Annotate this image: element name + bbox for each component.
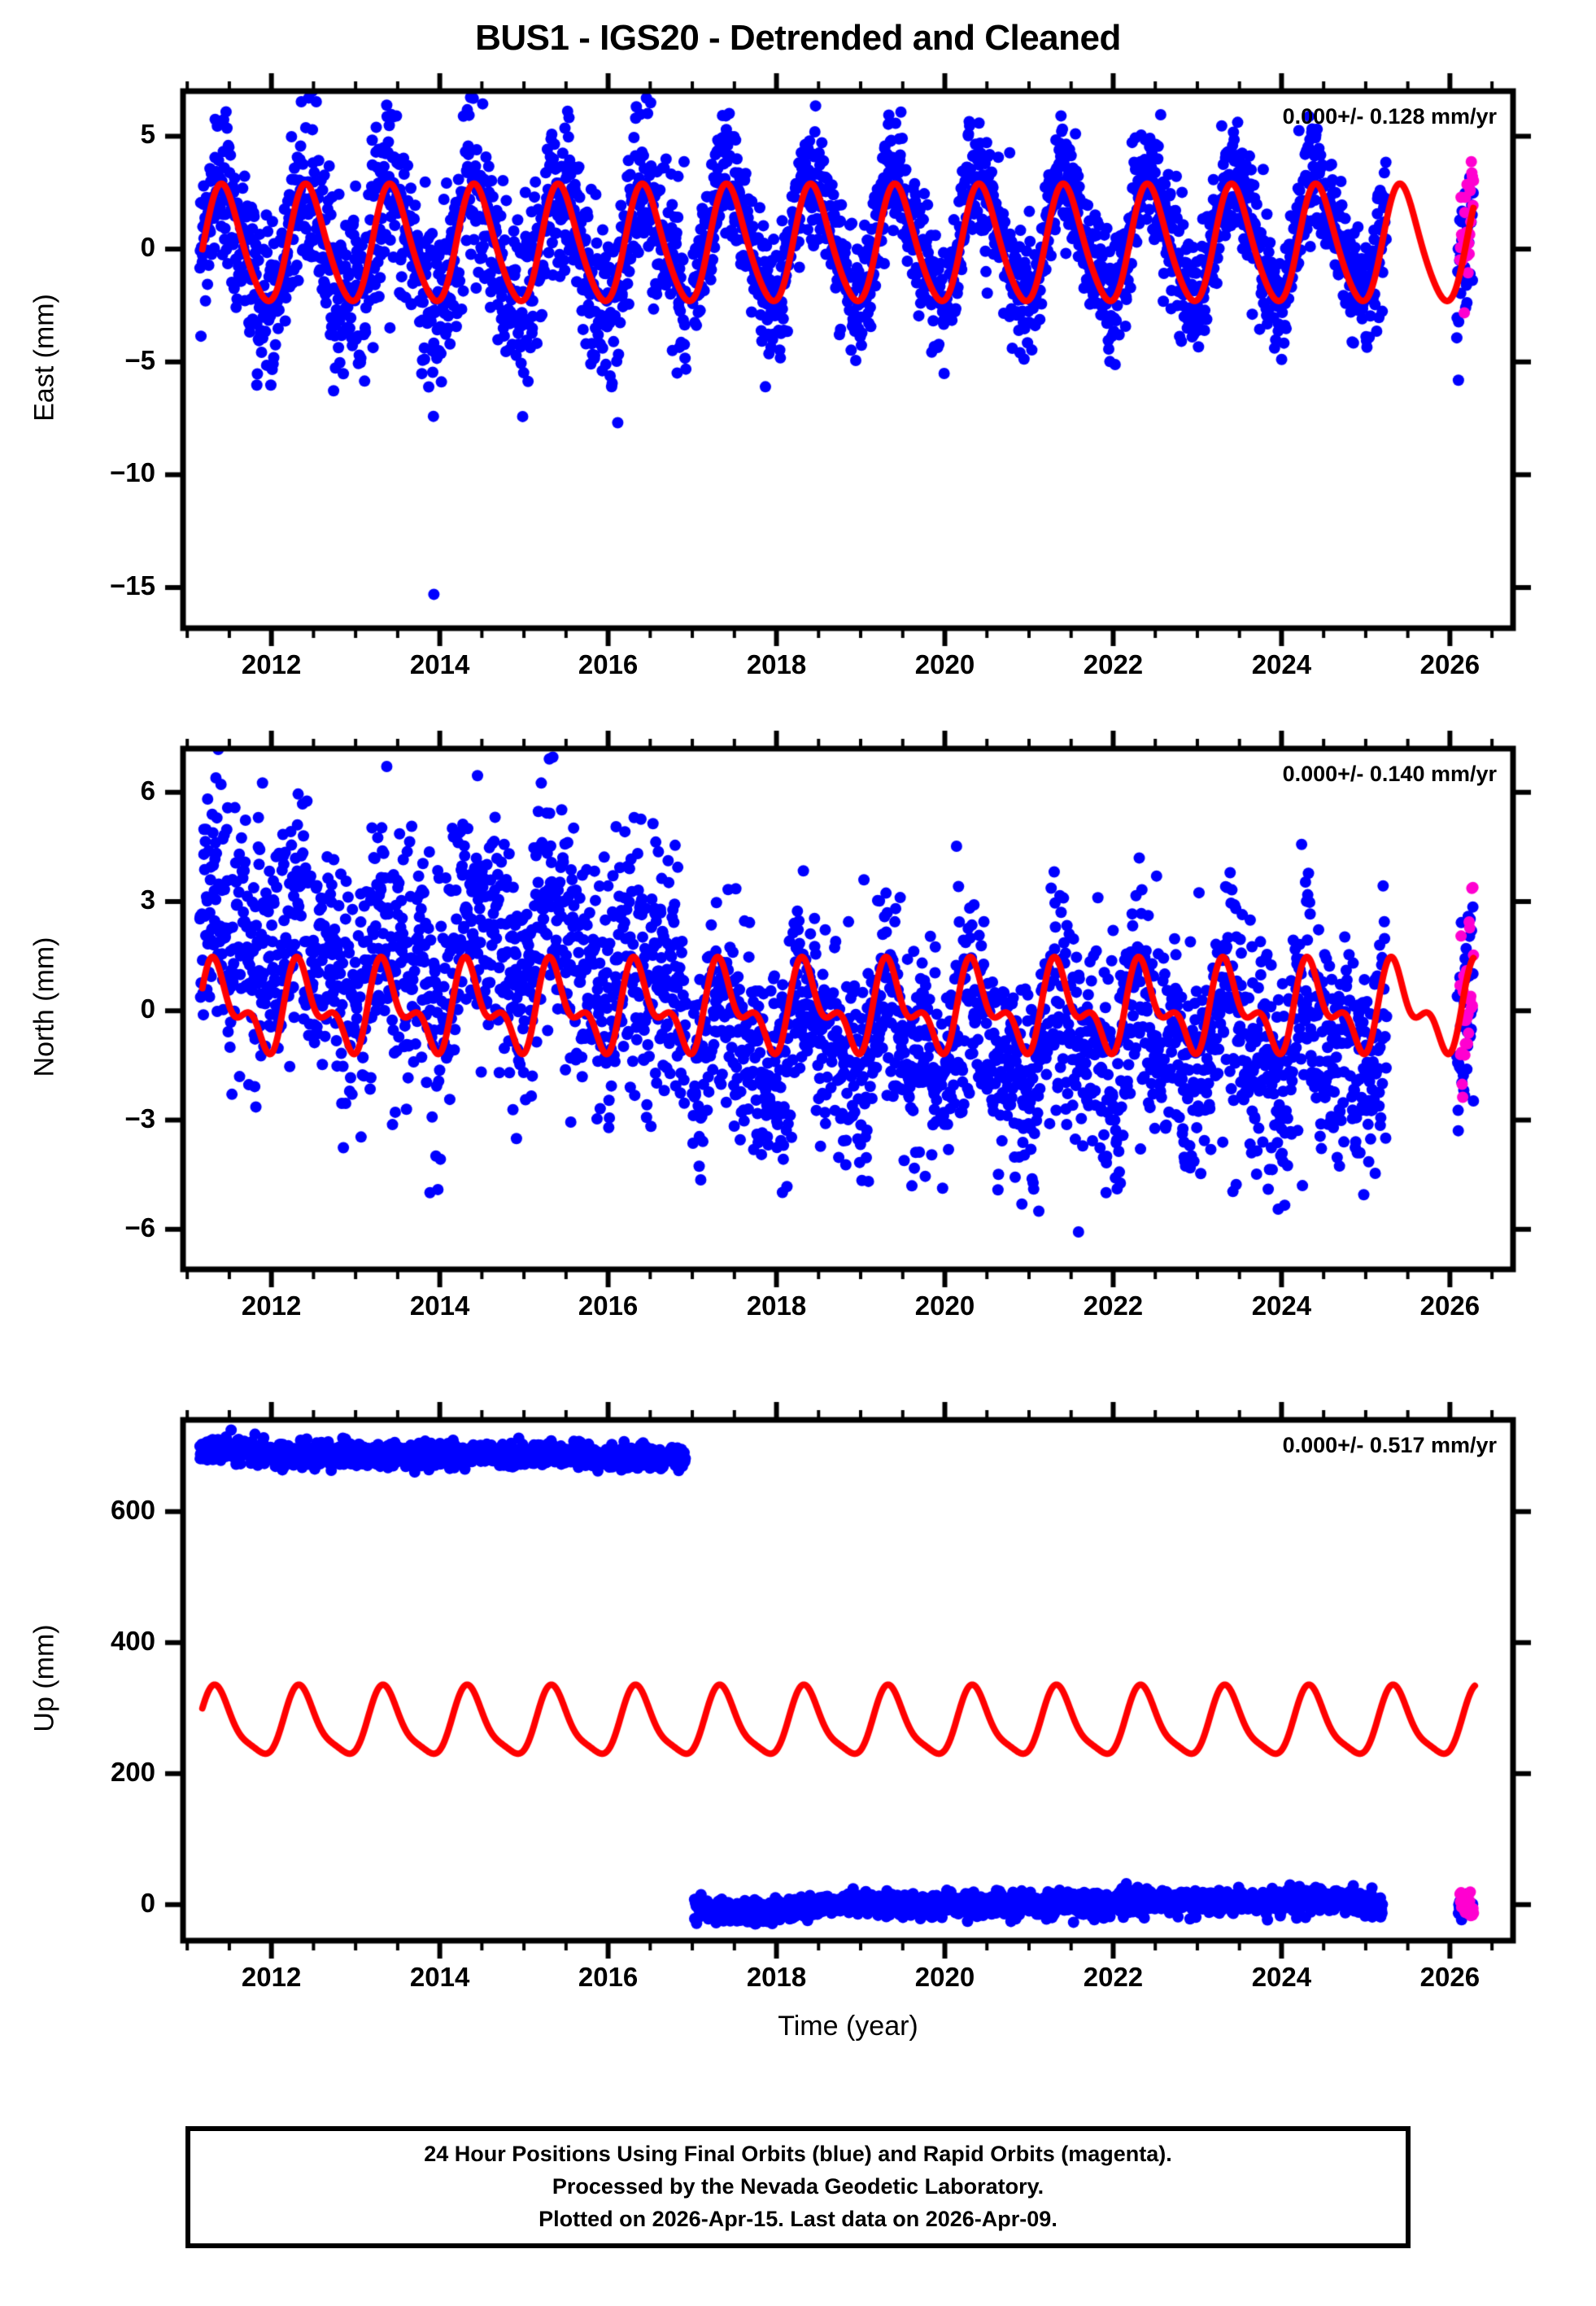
rate-annotation-up: 0.000+/- 0.517 mm/yr: [1282, 1433, 1497, 1457]
ytick-label-east-2: −5: [124, 344, 155, 375]
xtick-label-east-4: 2020: [914, 649, 975, 679]
ytick-label-up-1: 400: [110, 1625, 155, 1656]
xtick-label-north-5: 2022: [1083, 1291, 1144, 1321]
xtick-label-east-3: 2018: [746, 649, 807, 679]
caption-line-2: Processed by the Nevada Geodetic Laborat…: [552, 2174, 1044, 2199]
rate-annotation-east: 0.000+/- 0.128 mm/yr: [1282, 104, 1497, 129]
xtick-label-east-0: 2012: [241, 649, 302, 679]
ytick-label-north-3: −3: [124, 1103, 155, 1133]
xtick-label-north-3: 2018: [746, 1291, 807, 1321]
ytick-label-east-4: −15: [110, 570, 155, 601]
caption-box: 24 Hour Positions Using Final Orbits (bl…: [185, 2126, 1411, 2248]
page-title: BUS1 - IGS20 - Detrended and Cleaned: [475, 18, 1121, 58]
xtick-label-north-1: 2014: [409, 1291, 470, 1321]
xtick-label-east-2: 2016: [578, 649, 639, 679]
ytick-label-east-3: −10: [110, 457, 155, 488]
yaxis-label-up: Up (mm): [28, 1624, 60, 1732]
xtick-label-up-7: 2026: [1419, 1962, 1480, 1992]
ytick-label-north-1: 3: [140, 884, 155, 915]
xtick-label-up-5: 2022: [1083, 1962, 1144, 1992]
xtick-label-north-6: 2024: [1251, 1291, 1312, 1321]
xtick-label-east-5: 2022: [1083, 649, 1144, 679]
ytick-label-north-0: 6: [140, 775, 155, 806]
xtick-label-up-0: 2012: [241, 1962, 302, 1992]
caption-line-1: 24 Hour Positions Using Final Orbits (bl…: [424, 2142, 1172, 2167]
rate-annotation-north: 0.000+/- 0.140 mm/yr: [1282, 762, 1497, 786]
xtick-label-north-4: 2020: [914, 1291, 975, 1321]
xtick-label-north-0: 2012: [241, 1291, 302, 1321]
xtick-label-east-7: 2026: [1419, 649, 1480, 679]
ytick-label-north-2: 0: [140, 994, 155, 1024]
ytick-label-up-0: 600: [110, 1494, 155, 1525]
xtick-label-east-1: 2014: [409, 649, 470, 679]
xtick-label-east-6: 2024: [1251, 649, 1312, 679]
ytick-label-north-4: −6: [124, 1212, 155, 1243]
ytick-label-east-1: 0: [140, 232, 155, 263]
ytick-label-east-0: 5: [140, 119, 155, 150]
caption-line-3: Plotted on 2026-Apr-15. Last data on 202…: [539, 2206, 1057, 2231]
xtick-label-up-2: 2016: [578, 1962, 639, 1992]
xtick-label-north-7: 2026: [1419, 1291, 1480, 1321]
xtick-label-up-3: 2018: [746, 1962, 807, 1992]
xaxis-label: Time (year): [778, 2011, 918, 2042]
ytick-label-up-2: 200: [110, 1756, 155, 1787]
xtick-label-up-1: 2014: [409, 1962, 470, 1992]
ytick-label-up-3: 0: [140, 1887, 155, 1918]
xtick-label-up-6: 2024: [1251, 1962, 1312, 1992]
xtick-label-north-2: 2016: [578, 1291, 639, 1321]
yaxis-label-east: East (mm): [28, 294, 60, 421]
xtick-label-up-4: 2020: [914, 1962, 975, 1992]
yaxis-label-north: North (mm): [28, 937, 60, 1077]
